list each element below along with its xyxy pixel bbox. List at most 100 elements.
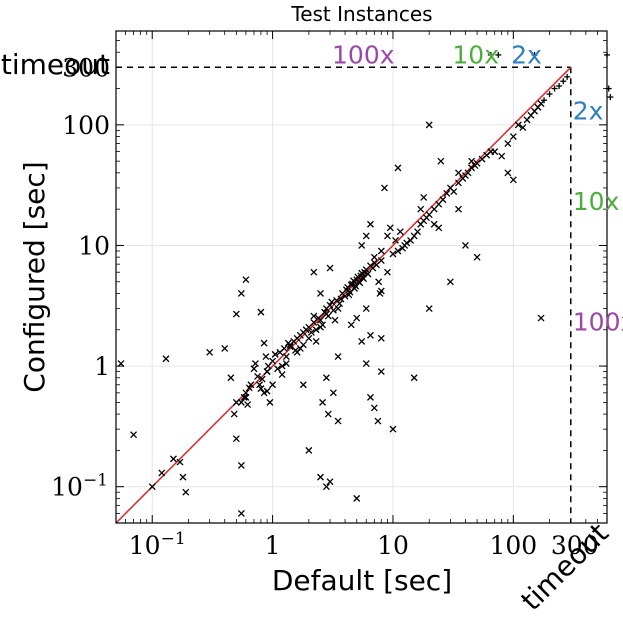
data-point	[407, 237, 415, 244]
data-point-stroke	[296, 344, 304, 352]
data-point	[420, 194, 428, 201]
data-point-stroke	[319, 398, 327, 406]
data-point	[206, 348, 214, 356]
data-point	[417, 205, 425, 213]
data-point-stroke	[435, 224, 443, 232]
data-point-stroke	[381, 184, 388, 192]
data-point-stroke	[148, 483, 156, 491]
data-point-stroke	[491, 148, 499, 156]
x-tick-label: 10−1	[129, 529, 186, 560]
data-point-stroke	[336, 300, 344, 307]
data-points	[117, 51, 614, 517]
data-point-stroke	[227, 374, 235, 382]
data-point	[280, 344, 288, 352]
data-point	[286, 341, 294, 349]
data-point-stroke	[312, 338, 320, 345]
data-point	[322, 483, 330, 491]
data-point-stroke	[386, 224, 394, 232]
data-point	[439, 196, 447, 204]
data-point	[324, 410, 332, 418]
data-point-stroke	[326, 478, 334, 486]
timeout-y-label: timeout	[1, 48, 110, 81]
data-point	[362, 305, 370, 312]
data-point-stroke	[377, 247, 385, 255]
data-point-stroke	[237, 290, 245, 297]
data-point	[305, 334, 313, 342]
data-point-stroke	[498, 152, 506, 160]
data-point-stroke	[334, 305, 342, 312]
data-point	[312, 338, 320, 345]
data-point-stroke	[307, 328, 315, 336]
data-point-stroke	[454, 169, 462, 177]
data-point	[312, 326, 320, 334]
data-point-stroke	[375, 278, 383, 286]
plot-area	[115, 30, 614, 524]
data-point-stroke	[333, 296, 341, 304]
data-point-stroke	[328, 298, 336, 306]
data-point	[362, 360, 370, 367]
data-point	[329, 389, 337, 397]
data-point	[286, 343, 294, 351]
data-point	[278, 362, 286, 370]
data-point-stroke	[232, 310, 240, 318]
data-point-stroke	[242, 393, 250, 401]
data-point-stroke	[353, 314, 361, 322]
data-point-stroke	[317, 323, 324, 331]
data-point-stroke	[258, 375, 266, 383]
data-point-stroke	[537, 314, 545, 322]
data-point	[221, 344, 229, 352]
data-point-stroke	[250, 365, 258, 373]
data-point	[242, 276, 250, 284]
data-point	[317, 473, 324, 481]
data-point	[345, 291, 353, 299]
factor-label-2x-upper: 2x	[511, 40, 542, 69]
data-point-stroke	[305, 446, 313, 454]
data-point	[232, 398, 240, 406]
data-point	[450, 188, 458, 195]
data-point-stroke	[322, 374, 330, 382]
data-point	[358, 269, 366, 277]
data-point-stroke	[282, 353, 290, 360]
data-point	[425, 305, 433, 312]
data-point	[158, 469, 166, 477]
data-point-stroke	[312, 326, 320, 334]
data-point-stroke	[464, 169, 472, 177]
data-point-stroke	[256, 381, 264, 389]
data-point	[386, 224, 394, 232]
data-point-stroke	[370, 253, 378, 261]
data-point	[326, 264, 334, 272]
data-point-stroke	[370, 404, 378, 412]
data-point	[247, 381, 255, 389]
plot-frame	[115, 30, 608, 524]
data-point-stroke	[410, 374, 418, 382]
data-point-stroke	[271, 350, 279, 358]
data-point	[334, 353, 342, 360]
data-point	[319, 398, 327, 406]
data-point-stroke	[362, 360, 370, 367]
data-point	[266, 398, 274, 406]
data-point-stroke	[362, 232, 370, 240]
data-point-stroke	[360, 275, 368, 283]
data-point	[425, 211, 433, 219]
data-point	[310, 268, 318, 276]
data-point	[260, 339, 268, 347]
data-point-stroke	[257, 308, 265, 316]
data-point-stroke	[362, 305, 370, 312]
data-point-stroke	[403, 239, 411, 247]
data-point-stroke	[468, 164, 476, 172]
data-point	[430, 220, 438, 228]
data-point-stroke	[286, 341, 294, 349]
data-point-stroke	[257, 385, 265, 393]
data-point	[377, 257, 385, 264]
data-point	[607, 94, 614, 101]
data-point	[514, 121, 522, 129]
data-point	[377, 334, 385, 342]
data-point	[366, 393, 374, 401]
y-tick-label: 10	[78, 231, 110, 260]
data-point	[117, 360, 125, 367]
data-point-stroke	[514, 121, 522, 129]
data-point-stroke	[237, 509, 245, 517]
data-point-stroke	[509, 133, 517, 141]
data-point-stroke	[182, 488, 190, 496]
data-point-stroke	[299, 328, 307, 336]
